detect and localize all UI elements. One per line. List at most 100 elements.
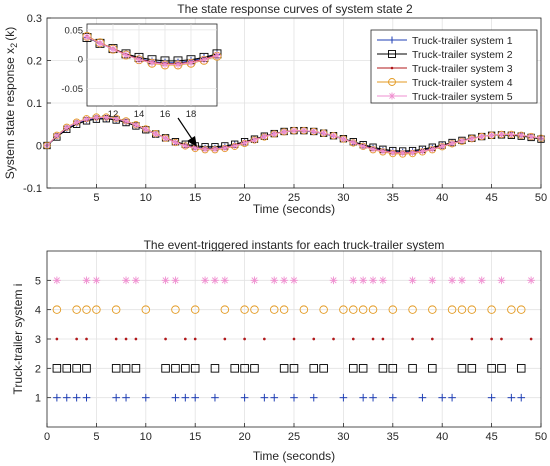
event-marker-system-3 <box>164 337 167 341</box>
inset-series-5-point-d2 <box>109 45 117 53</box>
system-3-events <box>55 337 533 341</box>
y-tick-label: 0.2 <box>27 56 42 68</box>
event-marker-system-1 <box>507 393 516 402</box>
inset-series-5-point-d2 <box>213 52 221 59</box>
event-marker-system-3 <box>500 337 503 341</box>
series-5-point <box>518 132 525 139</box>
series-5-point-d2 <box>380 148 386 155</box>
event-marker-system-4 <box>467 305 477 314</box>
event-marker-system-5 <box>270 276 279 285</box>
event-marker-system-4 <box>368 305 378 314</box>
series-5-point <box>429 146 436 153</box>
x-tick-label: 30 <box>337 192 349 204</box>
series-5-point-d2 <box>459 138 465 144</box>
series-5-point <box>369 146 377 153</box>
event-marker-system-1 <box>171 393 180 402</box>
event-marker-system-1 <box>309 393 318 402</box>
series-5-point-d2 <box>330 133 337 139</box>
event-marker-system-4 <box>487 305 496 314</box>
event-marker-system-5-d2 <box>498 277 505 284</box>
event-marker-system-2 <box>319 364 328 373</box>
event-marker-system-1 <box>191 393 199 402</box>
series-5-point-d2 <box>350 139 356 146</box>
series-5-point-d2 <box>281 129 287 135</box>
event-marker-system-5-d2 <box>350 277 357 284</box>
x-tick-label: 45 <box>485 431 497 443</box>
inset-series-5-point-d2 <box>96 40 104 47</box>
y-axis-label: Truck-trailer system i <box>11 284 25 395</box>
series-5-point <box>448 140 456 147</box>
series-5-point-d2 <box>370 146 376 152</box>
event-marker-system-5 <box>477 276 486 285</box>
x-tick-label: 35 <box>387 192 399 204</box>
x-tick-labels: 0 5 10 15 20 25 30 35 40 45 50 <box>44 431 547 443</box>
event-marker-system-4 <box>516 305 526 314</box>
series-5-point <box>409 149 416 156</box>
event-marker-system-1 <box>339 393 348 402</box>
event-marker-system-2 <box>131 364 141 373</box>
event-marker-system-3 <box>75 337 78 341</box>
inset-series-5-point-d2 <box>187 59 195 66</box>
y-axis-label-subscript: 2 <box>9 43 19 48</box>
series-5-point <box>439 143 446 150</box>
x-axis-label: Time (seconds) <box>253 202 335 216</box>
event-marker-system-2 <box>428 364 437 373</box>
event-marker-system-3 <box>85 337 88 341</box>
event-marker-system-2 <box>161 364 170 373</box>
legend-swatch-marker-d2 <box>389 93 395 99</box>
series-5-point-d2 <box>143 126 149 132</box>
series-5-point-d2 <box>360 143 366 149</box>
inset-y-tick-labels: 0.05 0 -0.05 <box>61 25 83 95</box>
event-marker-system-2 <box>72 364 81 373</box>
x-tick-label: 35 <box>387 431 399 443</box>
series-5-point-d2 <box>261 133 267 140</box>
y-tick-label: 3 <box>35 334 41 346</box>
event-marker-system-4 <box>171 305 180 314</box>
series-5-point <box>330 132 337 139</box>
event-marker-system-1 <box>359 393 367 402</box>
event-marker-system-5-d2 <box>429 277 436 284</box>
event-marker-system-1 <box>112 393 120 402</box>
event-marker-system-5 <box>201 276 209 285</box>
event-marker-system-1 <box>211 393 219 402</box>
event-marker-system-2 <box>497 364 506 373</box>
series-5-point <box>122 118 130 125</box>
event-marker-system-5-d2 <box>202 277 209 284</box>
series-5-point-d2 <box>449 140 455 146</box>
series-5-point-d2 <box>83 116 90 122</box>
event-marker-system-5 <box>329 276 338 285</box>
inset-series-5-point-d2 <box>122 51 130 59</box>
series-5-point-d2 <box>469 136 475 142</box>
series-5-point-d2 <box>103 114 109 121</box>
series-5-point <box>310 128 317 135</box>
event-marker-system-5-d2 <box>528 277 535 284</box>
y-tick-labels: 1 2 3 4 5 <box>35 275 41 404</box>
event-marker-system-3 <box>183 337 187 341</box>
inset-series-5-point <box>135 55 143 64</box>
inset-x-tick-label: 18 <box>186 109 197 120</box>
inset-series-5-point <box>109 45 117 54</box>
legend-item-3: Truck-trailer system 3 <box>377 63 513 75</box>
zoom-arrow <box>177 117 197 147</box>
event-marker-system-3 <box>193 337 197 341</box>
x-tick-label: 50 <box>535 431 547 443</box>
event-marker-system-4 <box>220 305 230 314</box>
series-5-point-d2 <box>182 143 188 149</box>
event-marker-system-2 <box>309 364 319 373</box>
event-marker-system-5 <box>250 276 259 285</box>
event-marker-system-2 <box>121 364 131 373</box>
plot-frame <box>46 250 542 428</box>
event-marker-system-5-d2 <box>360 277 367 284</box>
event-marker-system-2 <box>240 364 249 373</box>
event-marker-system-4 <box>269 305 279 314</box>
event-marker-system-3 <box>243 337 246 341</box>
event-marker-system-5 <box>132 276 140 285</box>
series-5-point <box>389 149 396 156</box>
x-tick-label: 50 <box>535 192 547 204</box>
series-5-point <box>73 119 80 126</box>
event-marker-system-2 <box>82 364 91 373</box>
event-marker-system-4 <box>428 305 437 314</box>
inset-x-tick-label: 16 <box>160 109 171 120</box>
series-5-point-d2 <box>508 131 514 138</box>
event-marker-system-5 <box>221 276 229 285</box>
